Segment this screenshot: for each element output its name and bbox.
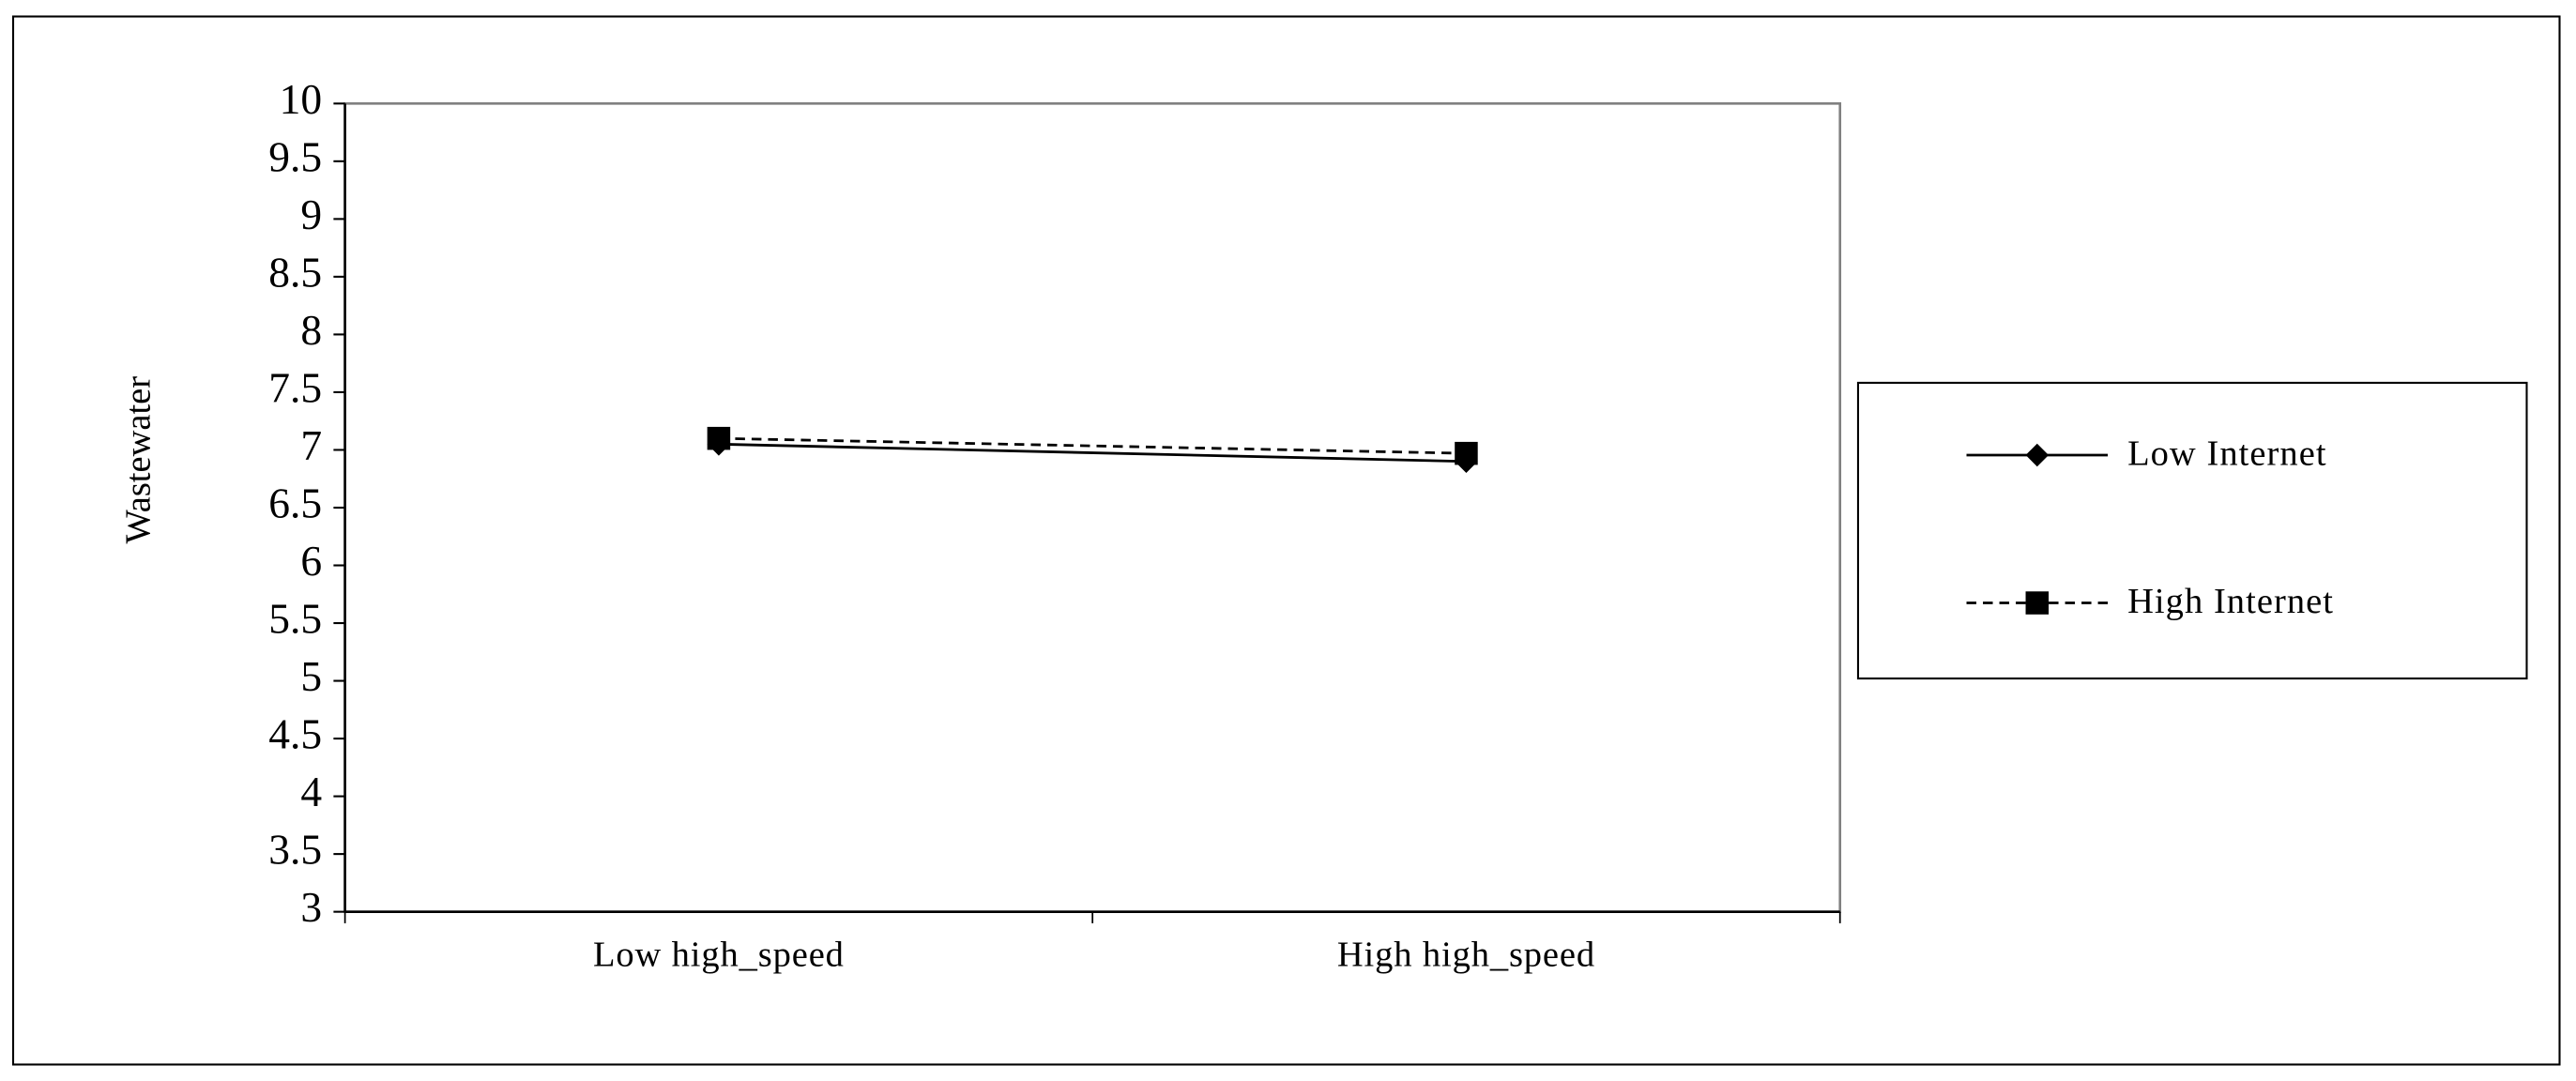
y-tick-label: 9 [300,190,322,238]
y-tick-label: 7 [300,421,322,469]
y-tick-label: 4.5 [268,710,322,758]
x-tick-label: Low high_speed [593,936,845,975]
marker-square [707,426,731,450]
legend-label: High Internet [2127,582,2334,621]
y-tick-label: 10 [280,75,323,123]
legend-label: Low Internet [2127,434,2327,474]
y-tick-label: 6.5 [268,479,322,526]
y-tick-label: 5 [300,652,322,700]
x-tick-label: High high_speed [1337,936,1595,975]
legend-marker [2025,443,2050,467]
y-tick-label: 4 [300,768,322,815]
legend-marker [2025,591,2050,615]
y-axis-label: Wastewater [118,376,158,544]
y-tick-label: 3.5 [268,826,322,874]
marker-square [1455,441,1478,465]
y-tick-label: 7.5 [268,363,322,411]
series-line [718,436,1467,455]
y-tick-label: 8 [300,306,322,354]
series-line [718,442,1467,464]
y-tick-label: 9.5 [268,132,322,180]
y-tick-label: 3 [300,883,322,931]
legend-box [1856,381,2528,680]
y-tick-label: 8.5 [268,248,322,296]
y-tick-label: 5.5 [268,594,322,642]
y-tick-label: 6 [300,537,322,585]
